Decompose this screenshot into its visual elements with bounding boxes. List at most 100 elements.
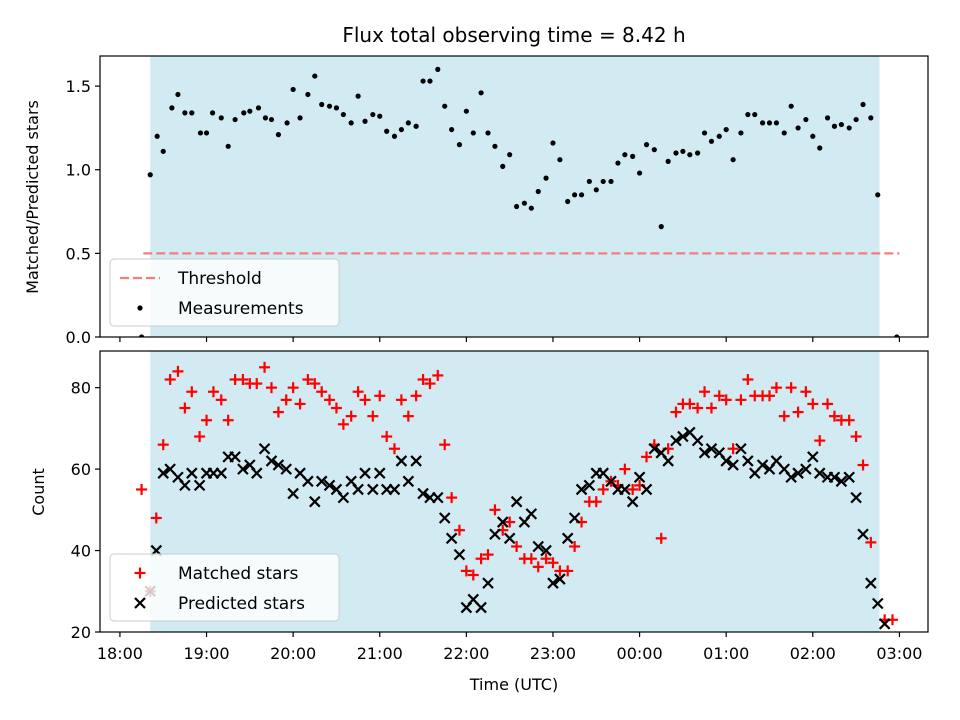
top-series-0-point-26 <box>326 103 333 109</box>
bottom-series-1-point-91 <box>800 463 812 475</box>
top-series-0-point-58 <box>557 157 563 163</box>
top-series-0-point-24 <box>312 73 318 79</box>
bottom-series-1-point-73-b <box>670 434 682 447</box>
top-series-0-point-82 <box>730 157 736 163</box>
top-series-0-point-8 <box>197 130 204 136</box>
top-series-0-point-42 <box>442 103 448 109</box>
top-series-0-point-36 <box>398 126 405 133</box>
top-series-0-point-98 <box>846 125 852 131</box>
bottom-series-1-point-96 <box>835 475 848 488</box>
bottom-series-1-point-30-b <box>359 467 371 479</box>
bottom-series-1-point-29 <box>352 483 364 496</box>
top-series-0-point-30 <box>355 93 361 99</box>
top-series-0-point-7 <box>189 110 195 116</box>
bottom-series-1-point-59 <box>568 512 581 524</box>
bottom-series-0-point-67 <box>619 463 631 475</box>
bottom-series-1-point-2 <box>157 467 170 479</box>
bottom-series-0-point-79 <box>705 402 717 414</box>
top-series-0-point-39 <box>420 78 426 84</box>
bottom-series-0-point-101 <box>865 536 877 548</box>
bottom-series-1-point-53-b <box>525 508 538 520</box>
bottom-series-1-point-69-b <box>640 483 653 496</box>
bottom-series-0-point-87 <box>764 390 776 402</box>
bottom-series-0-point-93 <box>807 398 819 410</box>
bottom-series-0-point-7 <box>186 386 198 398</box>
bottom-series-1-point-98-b <box>850 491 862 504</box>
bottom-series-0-point-0 <box>136 483 148 495</box>
top-series-0-point-77 <box>695 150 701 156</box>
top-series-0-point-84 <box>745 111 751 118</box>
bottom-series-0-point-57 <box>547 557 559 569</box>
bottom-series-0-point-11 <box>215 394 227 406</box>
bottom-series-1-point-59-b <box>568 512 581 524</box>
top-series-0-point-83 <box>738 130 744 136</box>
top-series-0-point-59 <box>565 198 571 205</box>
bottom-series-1-point-83-b <box>742 455 754 467</box>
top-series-0-point-33 <box>377 113 383 119</box>
bottom-series-0-point-84 <box>742 374 754 386</box>
top-series-0-point-46 <box>470 130 476 136</box>
bottom-series-0-point-95 <box>822 398 834 410</box>
bottom-series-1-point-49-b <box>496 516 509 528</box>
bottom-series-0-point-54 <box>525 553 537 565</box>
top-y-tick-label-1: 0.5 <box>66 244 91 263</box>
top-legend-box <box>109 258 340 327</box>
top-series-0-point-62 <box>586 178 592 185</box>
bottom-series-1-point-89-b <box>785 471 797 484</box>
bottom-series-0-point-44 <box>453 524 465 536</box>
bottom-series-1-point-28-b <box>345 475 357 488</box>
top-series-0-point-103 <box>894 334 900 337</box>
bottom-series-1-point-67 <box>626 495 639 508</box>
bottom-series-1-point-70 <box>648 442 661 455</box>
bottom-series-0-point-22 <box>294 398 306 410</box>
bottom-series-1-point-19 <box>280 463 292 475</box>
bottom-series-1-point-36-b <box>402 475 415 488</box>
top-series-0-point-96 <box>831 123 838 129</box>
bottom-series-1-point-101 <box>871 597 884 610</box>
bottom-series-1-point-81 <box>727 459 739 471</box>
top-series-0-point-102 <box>875 192 881 198</box>
bottom-legend-swatch-1 <box>134 597 146 609</box>
bottom-frame <box>99 350 929 633</box>
top-legend-swatch-1 <box>137 305 143 311</box>
bottom-series-0-point-45 <box>460 565 472 577</box>
bottom-series-1-point-40-b <box>432 491 444 504</box>
top-series-0-point-48 <box>485 130 491 136</box>
bottom-series-1-point-68 <box>633 471 646 484</box>
bottom-series-0-point-29 <box>345 410 357 422</box>
bottom-series-1-point-34 <box>388 483 401 496</box>
top-series-0-point-88 <box>773 120 780 126</box>
bottom-series-1-point-19-b <box>280 463 292 475</box>
bottom-series-0-point-96 <box>828 410 840 422</box>
bottom-series-1-point-5 <box>179 479 191 492</box>
bottom-series-0-point-21 <box>287 382 299 394</box>
bottom-series-1-point-60 <box>575 483 588 496</box>
bottom-series-1-point-95 <box>828 471 841 484</box>
bottom-series-1-point-14-b <box>244 459 256 471</box>
top-series-0-point-53 <box>521 200 527 206</box>
top-frame <box>99 55 929 338</box>
top-series-0-point-25 <box>319 101 325 108</box>
bottom-series-0-point-30 <box>352 386 364 398</box>
top-series-0-point-15 <box>247 108 253 114</box>
bottom-series-0-point-31 <box>359 394 371 406</box>
top-series-0-point-18 <box>268 116 275 123</box>
bottom-series-0-point-64 <box>597 483 609 495</box>
top-series-0-point-57 <box>550 140 556 146</box>
top-series-0-point-14 <box>241 110 247 116</box>
bottom-series-0-point-4 <box>164 374 176 386</box>
bottom-series-1-point-20-b <box>287 487 299 500</box>
bottom-series-0-point-94 <box>814 435 826 447</box>
bottom-series-1-point-47 <box>482 577 494 589</box>
bottom-series-1-point-25 <box>323 479 336 492</box>
bottom-series-1-point-56-b <box>547 577 559 589</box>
bottom-series-1-point-76 <box>691 434 704 447</box>
top-series-0-point-76 <box>687 152 693 158</box>
x-tick-label-1: 19:00 <box>183 644 229 663</box>
bottom-series-1-point-16-b <box>258 442 271 455</box>
top-series-0-point-68 <box>630 153 636 159</box>
x-tick-label-5: 23:00 <box>530 644 576 663</box>
top-series-0-point-74 <box>673 150 679 156</box>
bottom-series-1-point-2-b <box>157 467 170 479</box>
bottom-series-1-point-22 <box>302 475 314 488</box>
